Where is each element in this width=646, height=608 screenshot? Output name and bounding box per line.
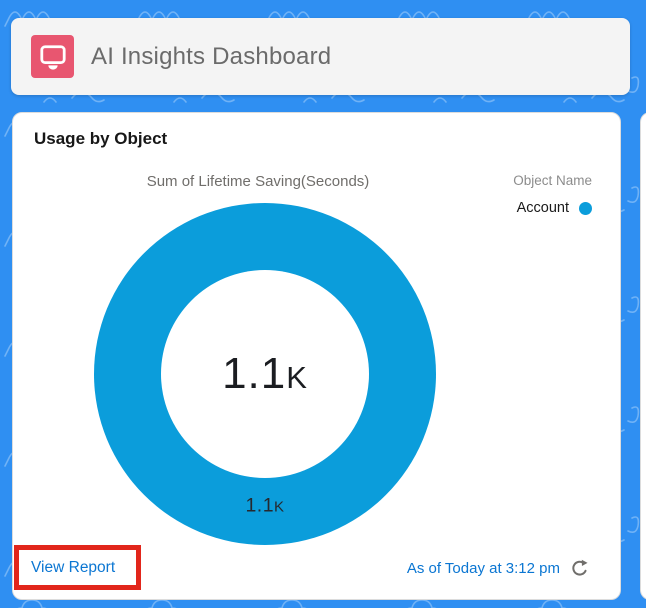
view-report-link[interactable]: View Report xyxy=(31,558,116,576)
donut-chart-slice-account[interactable]: 1.1K 1.1K xyxy=(94,203,436,545)
chart-legend: Object Name Account xyxy=(513,173,592,216)
chart-title: Sum of Lifetime Saving(Seconds) xyxy=(146,173,370,190)
dashboard-icon xyxy=(31,35,74,78)
page-title: AI Insights Dashboard xyxy=(91,42,332,70)
refresh-icon[interactable] xyxy=(569,558,590,579)
legend-item-account[interactable]: Account xyxy=(513,200,592,216)
refresh-status: As of Today at 3:12 pm xyxy=(407,558,590,579)
legend-label: Account xyxy=(516,200,569,216)
center-value: 1.1 xyxy=(222,349,287,398)
slice-value: 1.1 xyxy=(245,494,275,517)
dashboard-header: AI Insights Dashboard xyxy=(11,18,630,95)
legend-marker-dot xyxy=(579,201,592,215)
last-refreshed-timestamp: As of Today at 3:12 pm xyxy=(406,560,560,577)
widget-title: Usage by Object xyxy=(34,129,168,148)
slice-value-label: 1.1K xyxy=(245,495,284,518)
usage-by-object-card: Usage by Object Sum of Lifetime Saving(S… xyxy=(12,112,621,600)
slice-unit: K xyxy=(274,498,285,516)
donut-hole: 1.1K xyxy=(161,270,369,478)
monitor-icon xyxy=(39,44,66,70)
adjacent-card-edge xyxy=(640,112,646,600)
center-unit: K xyxy=(286,360,308,395)
legend-title: Object Name xyxy=(513,173,592,188)
donut-center-total: 1.1K xyxy=(222,349,308,399)
annotation-box: View Report xyxy=(14,545,141,590)
